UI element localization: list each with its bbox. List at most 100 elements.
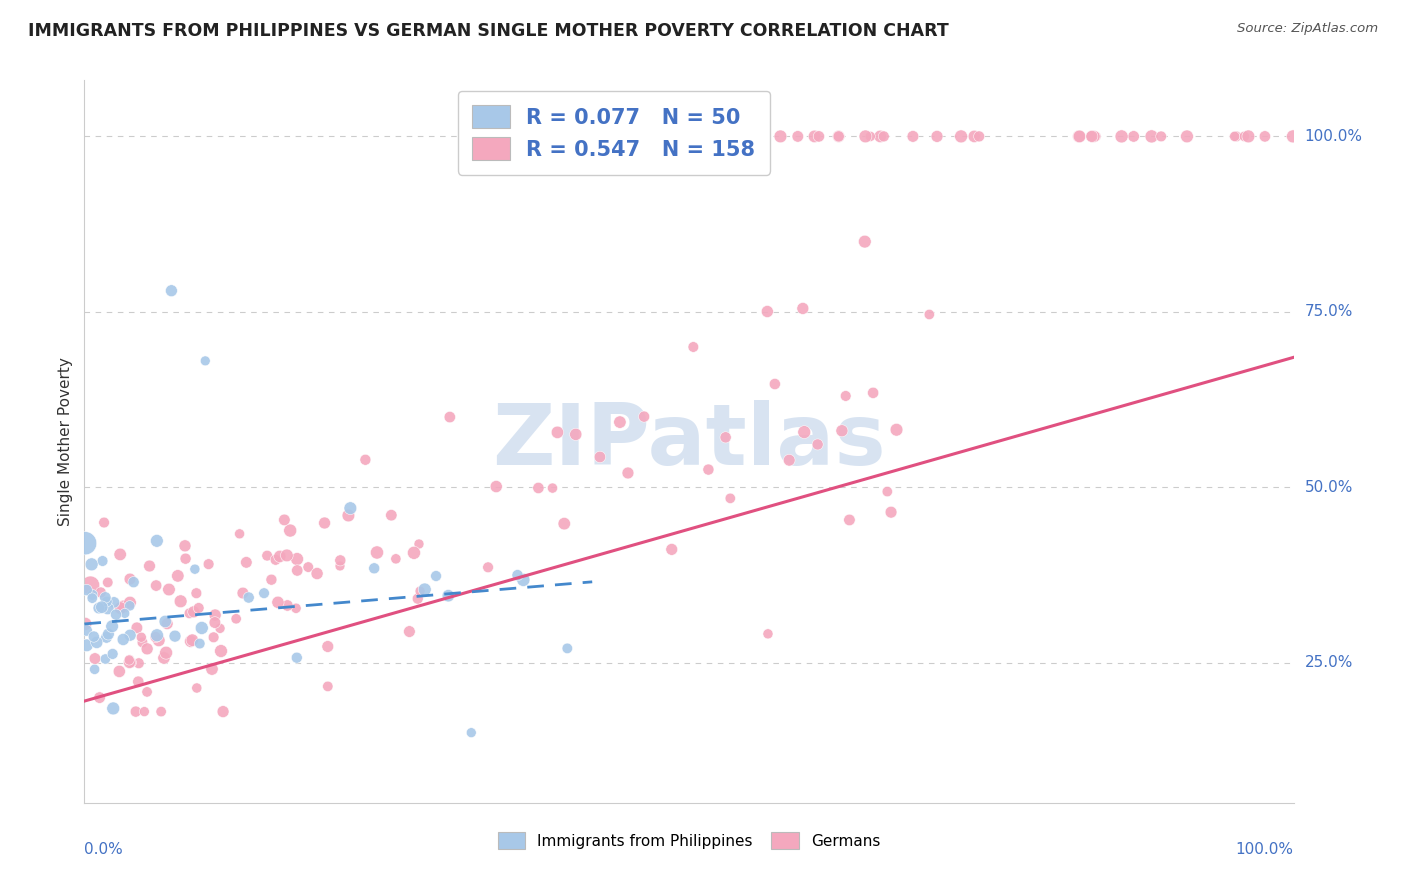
Point bbox=[82, 591, 104, 606]
Point bbox=[363, 561, 385, 575]
Point bbox=[285, 650, 308, 665]
Text: 50.0%: 50.0% bbox=[1305, 480, 1353, 495]
Point bbox=[148, 633, 170, 648]
Point bbox=[967, 129, 990, 144]
Point bbox=[191, 621, 214, 635]
Point bbox=[76, 638, 98, 652]
Point bbox=[212, 705, 235, 719]
Point bbox=[793, 425, 815, 439]
Point bbox=[91, 554, 114, 568]
Point bbox=[786, 129, 808, 144]
Point bbox=[1140, 129, 1163, 144]
Point bbox=[80, 558, 103, 572]
Point bbox=[769, 129, 792, 144]
Point bbox=[146, 533, 169, 548]
Point bbox=[202, 630, 225, 644]
Point bbox=[186, 681, 208, 695]
Point bbox=[1084, 129, 1107, 144]
Point bbox=[136, 685, 159, 699]
Point bbox=[188, 636, 211, 650]
Point bbox=[105, 607, 128, 622]
Point bbox=[659, 129, 682, 144]
Point bbox=[75, 616, 97, 631]
Point bbox=[918, 308, 941, 322]
Point bbox=[835, 389, 858, 403]
Point bbox=[1080, 129, 1102, 144]
Point bbox=[734, 129, 756, 144]
Point bbox=[96, 594, 118, 608]
Text: 25.0%: 25.0% bbox=[1305, 655, 1353, 670]
Point bbox=[131, 635, 153, 649]
Point bbox=[112, 599, 135, 614]
Point bbox=[201, 662, 224, 676]
Point bbox=[589, 450, 612, 464]
Point bbox=[1282, 129, 1305, 144]
Point bbox=[103, 595, 125, 609]
Point bbox=[901, 129, 924, 144]
Point bbox=[437, 589, 460, 603]
Point bbox=[880, 505, 903, 519]
Point bbox=[555, 641, 578, 656]
Point bbox=[267, 595, 290, 609]
Point bbox=[108, 665, 131, 679]
Point bbox=[803, 129, 825, 144]
Point bbox=[855, 129, 877, 144]
Point bbox=[97, 575, 120, 590]
Point bbox=[79, 578, 101, 592]
Point bbox=[253, 586, 276, 600]
Point bbox=[194, 354, 217, 368]
Point bbox=[339, 501, 361, 516]
Point bbox=[83, 662, 105, 676]
Point bbox=[94, 591, 117, 605]
Point bbox=[94, 652, 117, 666]
Point bbox=[1233, 129, 1256, 144]
Point bbox=[127, 674, 149, 689]
Point bbox=[756, 627, 779, 641]
Point bbox=[859, 129, 882, 144]
Point bbox=[204, 608, 226, 623]
Point bbox=[329, 553, 352, 567]
Point bbox=[93, 516, 115, 530]
Point bbox=[86, 635, 108, 649]
Point bbox=[186, 586, 208, 600]
Point bbox=[134, 705, 156, 719]
Point bbox=[1237, 129, 1260, 144]
Point bbox=[83, 630, 105, 644]
Point bbox=[366, 545, 388, 559]
Point bbox=[96, 631, 118, 645]
Point bbox=[90, 585, 112, 599]
Point bbox=[187, 601, 209, 615]
Point bbox=[235, 555, 257, 569]
Point bbox=[118, 572, 141, 586]
Point bbox=[76, 582, 98, 597]
Point bbox=[145, 630, 167, 644]
Point bbox=[209, 621, 232, 635]
Point bbox=[950, 129, 973, 144]
Point bbox=[714, 430, 737, 444]
Point bbox=[439, 410, 461, 425]
Point bbox=[269, 549, 291, 564]
Point bbox=[314, 516, 336, 530]
Point bbox=[1223, 129, 1246, 144]
Point bbox=[228, 526, 250, 541]
Point bbox=[838, 513, 860, 527]
Point bbox=[329, 559, 352, 574]
Point bbox=[118, 599, 141, 613]
Point bbox=[730, 129, 752, 144]
Point bbox=[307, 566, 329, 581]
Point bbox=[408, 537, 430, 551]
Point bbox=[828, 129, 851, 144]
Point bbox=[477, 560, 499, 574]
Point bbox=[125, 621, 148, 635]
Point bbox=[1111, 129, 1133, 144]
Point bbox=[512, 573, 534, 587]
Point bbox=[285, 564, 308, 578]
Point bbox=[174, 539, 197, 553]
Point bbox=[564, 427, 586, 442]
Point bbox=[409, 584, 432, 599]
Point bbox=[209, 644, 232, 658]
Point bbox=[886, 423, 908, 437]
Text: 100.0%: 100.0% bbox=[1236, 842, 1294, 856]
Text: Source: ZipAtlas.com: Source: ZipAtlas.com bbox=[1237, 22, 1378, 36]
Point bbox=[256, 549, 278, 563]
